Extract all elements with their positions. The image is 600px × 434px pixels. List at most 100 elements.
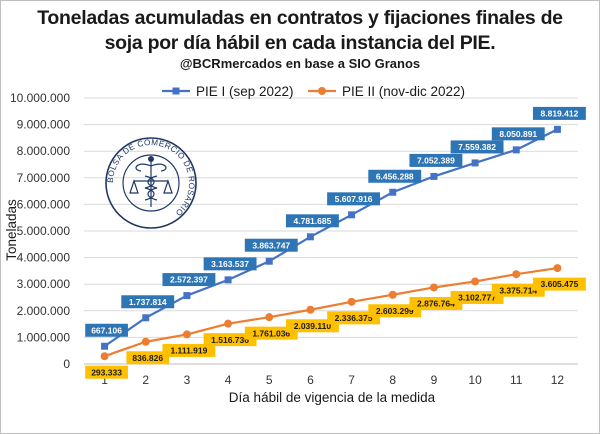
x-tick-label: 1 [101, 373, 108, 387]
data-label-box [203, 257, 257, 271]
data-point-circle [471, 277, 480, 286]
y-tick-label: 2.000.000 [17, 304, 71, 318]
x-tick-label: 4 [225, 373, 232, 387]
data-point-square [101, 342, 109, 350]
data-point-square [512, 146, 520, 154]
chart-title-line-1: Toneladas acumuladas en contratos y fija… [37, 7, 563, 29]
data-label: 7.559.382 [458, 142, 496, 152]
data-label-box [285, 214, 339, 228]
data-point-square [265, 257, 273, 265]
data-label: 6.456.288 [376, 171, 414, 181]
y-tick-label: 7.000.000 [17, 171, 71, 185]
gridlines [84, 97, 578, 338]
y-tick-label: 5.000.000 [17, 224, 71, 238]
chart-title-line-2: soja por día hábil en cada instancia del… [104, 32, 496, 54]
data-point-circle [553, 264, 562, 273]
data-label: 1.737.814 [129, 297, 167, 307]
logo-inner-ring [122, 154, 180, 212]
legend-label: PIE II (nov-dic 2022) [342, 84, 465, 99]
data-label: 2.336.375 [335, 313, 373, 323]
data-point-circle [182, 330, 191, 339]
data-label-box [368, 304, 422, 318]
x-tick-labels: 1 2 3 4 5 6 7 8 9 10 11 12 [101, 373, 564, 387]
y-axis-label: Toneladas [4, 199, 19, 261]
data-label-box [244, 238, 298, 252]
data-label: 7.052.389 [417, 156, 455, 166]
x-axis-label: Día hábil de vigencia de la medida [229, 390, 436, 405]
data-point-square [430, 172, 438, 180]
data-point-square [348, 211, 356, 219]
data-point-circle [512, 270, 521, 279]
data-label: 293.333 [91, 367, 122, 377]
x-tick-label: 10 [468, 373, 482, 387]
data-label-box [162, 273, 216, 287]
legend: PIE I (sep 2022) PIE II (nov-dic 2022) [162, 84, 465, 99]
y-tick-label: 3.000.000 [17, 277, 71, 291]
data-label-box [532, 106, 586, 120]
data-label: 2.572.397 [170, 275, 208, 285]
x-tick-label: 6 [307, 373, 314, 387]
data-label-box [121, 295, 175, 309]
series-markers [100, 125, 562, 361]
y-tick-label: 8.000.000 [17, 144, 71, 158]
x-tick-label: 11 [510, 373, 523, 387]
data-label: 1.111.919 [170, 346, 207, 356]
data-label-box [491, 283, 545, 297]
data-point-circle [141, 337, 150, 346]
data-point-square [389, 188, 397, 196]
data-label: 8.819.412 [541, 109, 579, 119]
x-tick-label: 7 [348, 373, 355, 387]
data-label-box [450, 140, 504, 154]
data-label: 3.605.475 [541, 279, 579, 289]
data-point-square [183, 292, 191, 300]
data-point-circle [224, 319, 233, 328]
x-tick-label: 2 [142, 373, 149, 387]
data-label: 3.863.747 [252, 240, 290, 250]
y-tick-label: 9.000.000 [17, 118, 71, 132]
data-label: 3.102.777 [458, 293, 496, 303]
data-point-square [471, 159, 479, 167]
y-tick-label: 4.000.000 [17, 251, 71, 265]
y-tick-label: 10.000.000 [10, 91, 70, 105]
data-label-box [409, 296, 463, 310]
legend-label: PIE I (sep 2022) [196, 84, 294, 99]
data-label-box [203, 333, 257, 347]
series-line [104, 267, 558, 358]
data-label: 3.375.714 [499, 285, 537, 295]
data-point-circle [100, 352, 109, 361]
y-tick-labels: 0 1.000.000 2.000.000 3.000.000 4.000.000 5.0… [10, 91, 70, 371]
data-label-box [409, 153, 463, 167]
x-tick-label: 12 [551, 373, 565, 387]
data-label: 8.050.891 [499, 129, 537, 139]
legend-marker-circle [318, 87, 326, 95]
data-label: 667.106 [91, 325, 122, 335]
data-label-box [368, 169, 422, 183]
data-point-circle [265, 313, 274, 322]
chart-title: Toneladas acumuladas en contratos y fija… [0, 6, 600, 56]
data-point-circle [388, 290, 397, 299]
data-label: 1.761.036 [252, 328, 290, 338]
chart-subtitle: @BCRmercados en base a SIO Granos [179, 56, 421, 71]
x-tick-label: 3 [184, 373, 191, 387]
legend-marker-square [172, 87, 180, 95]
data-label: 2.039.110 [294, 321, 332, 331]
data-label-box [532, 277, 586, 291]
data-label: 3.163.537 [211, 259, 249, 269]
data-label: 2.603.299 [376, 306, 414, 316]
data-label-box [162, 343, 216, 357]
x-tick-label: 5 [266, 373, 273, 387]
data-label-box [126, 351, 170, 365]
data-label-box [85, 365, 128, 379]
data-label: 4.781.685 [294, 216, 332, 226]
data-point-square [553, 125, 561, 133]
data-label-box [491, 127, 545, 141]
data-point-circle [306, 305, 315, 314]
x-tick-label: 9 [431, 373, 438, 387]
data-label: 1.516.736 [211, 335, 249, 345]
data-label-box [327, 192, 381, 206]
data-label-box [327, 311, 381, 325]
logo-outer-ring [105, 137, 197, 229]
data-point-square [306, 233, 314, 241]
data-label-box [85, 323, 128, 337]
data-point-square [224, 276, 232, 284]
